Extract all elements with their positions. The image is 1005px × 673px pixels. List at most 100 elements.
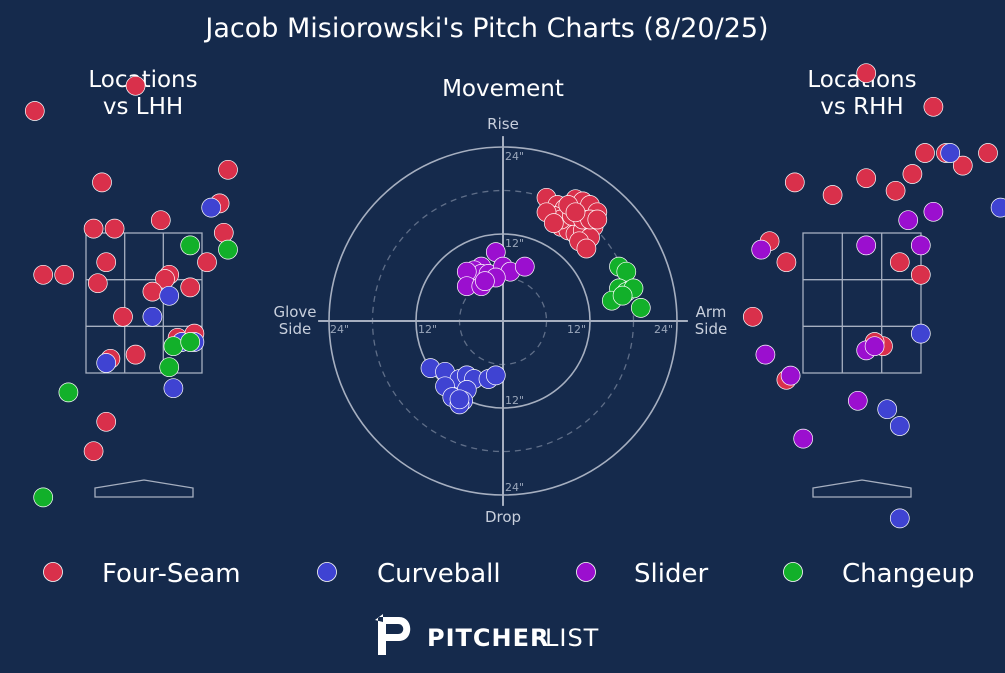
lhh-point-changeup [58,382,79,403]
rhh-point-curveball [940,143,961,163]
movement-right-label-line2: Side [695,320,727,338]
movement-point-slider [475,271,495,291]
movement-point-slider [514,256,535,277]
lhh-point-curveball [142,306,163,327]
movement-point-four-seam [576,238,597,259]
movement-left-label-line2: Side [279,320,311,338]
lhh-point-curveball [159,285,180,306]
rhh-point-four-seam [784,172,805,193]
rhh-point-curveball [990,197,1005,218]
lhh-point-four-seam [96,252,117,273]
lhh-point-changeup [159,357,180,378]
rhh-point-slider [755,344,776,365]
legend-label-four-seam: Four-Seam [102,559,241,589]
legend-label-slider: Slider [634,559,708,589]
movement-point-curveball [485,365,506,386]
pitcherlist-logo-text-bold: PITCHER [427,624,549,652]
rhh-point-four-seam [923,96,944,117]
rhh-point-four-seam [776,252,797,273]
pitcherlist-logo-text-light: LIST [545,624,599,652]
tick-left-24: 24" [330,323,349,336]
movement-grid [318,136,688,506]
movement-top-label: Rise [487,115,519,133]
rhh-point-curveball [910,323,931,344]
lhh-point-four-seam [87,273,108,294]
rhh-points [742,63,1005,529]
tick-down-12: 12" [505,394,524,407]
lhh-point-four-seam [96,411,117,432]
panel-movement: Movement Rise Drop Glove Side Arm Side 1… [273,76,727,526]
lhh-point-four-seam [218,159,238,180]
rhh-point-slider [864,336,885,357]
movement-left-label-line1: Glove [273,303,316,321]
rhh-point-four-seam [822,185,843,205]
lhh-point-changeup [33,487,54,508]
lhh-point-four-seam [104,218,125,239]
lhh-point-four-seam [83,218,104,239]
tick-left-12: 12" [418,323,437,336]
rhh-home-plate [812,479,912,498]
lhh-point-curveball [163,378,184,399]
rhh-point-slider [856,235,877,256]
rhh-title-line2: vs RHH [820,94,903,120]
rhh-point-slider [898,210,919,231]
rhh-point-four-seam [902,164,923,184]
tick-up-24: 24" [505,150,524,163]
legend-marker-four-seam [43,562,63,582]
movement-points [420,187,651,415]
legend-marker-changeup [783,562,803,582]
lhh-point-four-seam [125,344,146,365]
lhh-points [24,75,238,508]
legend-marker-slider [576,562,596,582]
lhh-point-four-seam [33,264,54,285]
rhh-point-four-seam [910,264,931,285]
legend-label-changeup: Changeup [842,559,975,589]
legend: Four-Seam Curveball Slider Changeup [43,559,975,589]
chart-title: Jacob Misiorowski's Pitch Charts (8/20/2… [203,13,768,44]
tick-right-12: 12" [567,323,586,336]
rhh-point-four-seam [885,180,906,201]
panel-rhh: Locations vs RHH [742,63,1005,529]
rhh-point-slider [780,365,801,386]
lhh-point-four-seam [180,277,201,298]
lhh-point-four-seam [113,306,133,327]
pitcherlist-logo: PITCHER LIST [375,614,599,655]
rhh-point-four-seam [952,155,973,176]
lhh-point-four-seam [125,75,146,96]
tick-down-24: 24" [505,481,524,494]
lhh-point-four-seam [150,210,171,231]
lhh-point-four-seam [83,441,104,462]
rhh-point-curveball [889,508,910,529]
tick-right-24: 24" [654,323,673,336]
legend-marker-curveball [317,562,337,582]
rhh-point-slider [847,390,868,411]
rhh-point-four-seam [856,168,877,189]
rhh-point-four-seam [978,143,998,163]
tick-up-12: 12" [505,237,524,250]
movement-point-changeup [630,298,651,318]
lhh-point-four-seam [24,101,45,121]
pitcherlist-logo-mark [375,614,411,655]
movement-right-label-line1: Arm [696,303,727,321]
movement-point-four-seam [543,213,564,233]
rhh-point-four-seam [915,143,935,163]
movement-title: Movement [442,76,564,102]
rhh-point-curveball [889,416,910,436]
lhh-point-curveball [96,353,117,373]
legend-label-curveball: Curveball [377,559,501,589]
rhh-point-slider [923,201,944,222]
lhh-point-changeup [180,235,201,256]
lhh-point-changeup [163,336,184,357]
rhh-point-four-seam [889,252,910,273]
lhh-title-line2: vs LHH [103,94,183,120]
lhh-point-changeup [180,332,201,352]
lhh-point-curveball [201,197,222,218]
rhh-point-four-seam [742,306,763,327]
lhh-point-four-seam [92,172,112,193]
rhh-point-four-seam [856,63,877,84]
rhh-point-slider [910,235,931,256]
rhh-point-curveball [877,399,898,420]
lhh-home-plate [94,479,194,498]
panel-lhh: Locations vs LHH [24,67,238,508]
